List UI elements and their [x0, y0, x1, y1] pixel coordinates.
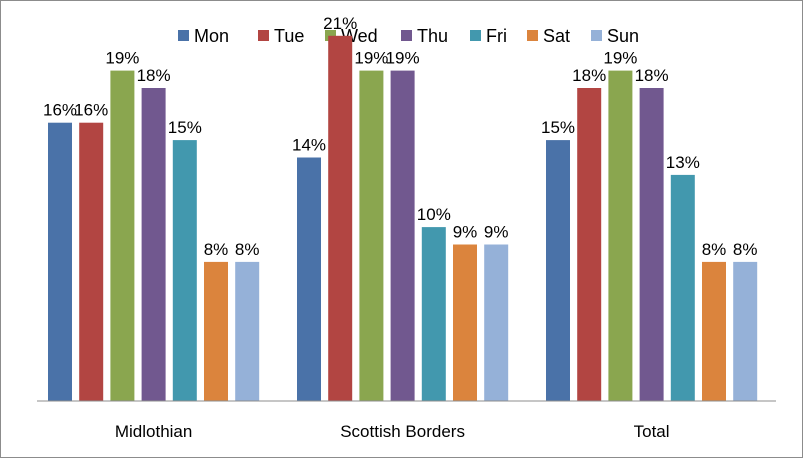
bar-fri-scottish-borders [421, 227, 446, 401]
data-label-wed-midlothian: 19% [105, 49, 139, 68]
data-label-wed-scottish-borders: 19% [354, 49, 388, 68]
bar-sat-total [702, 261, 726, 401]
legend-swatch-sun [591, 30, 602, 41]
legend-label-sat: Sat [543, 26, 570, 46]
legend: Mon Tue Wed Thu Fri Sat Sun [178, 26, 639, 46]
bar-wed-midlothian [110, 70, 135, 401]
legend-swatch-wed [325, 30, 336, 41]
data-label-thu-scottish-borders: 19% [386, 49, 420, 68]
bar-tue-total [577, 88, 602, 401]
data-label-sat-midlothian: 8% [204, 240, 229, 259]
data-label-fri-scottish-borders: 10% [417, 205, 451, 224]
bar-fri-midlothian [172, 140, 197, 401]
bar-sat-scottish-borders [453, 244, 477, 401]
data-label-mon-scottish-borders: 14% [292, 136, 326, 155]
data-label-sat-scottish-borders: 9% [453, 223, 478, 242]
bar-mon-midlothian [48, 122, 72, 401]
legend-label-fri: Fri [486, 26, 507, 46]
data-labels-group: 16%16%19%18%15%8% 8%14%21%19%19%10%9% 9%15… [43, 14, 758, 259]
bar-tue-scottish-borders [328, 35, 353, 402]
data-label-thu-midlothian: 18% [137, 66, 171, 85]
data-label-sun-scottish-borders: 9% [484, 223, 509, 242]
bar-thu-total [639, 88, 664, 401]
legend-swatch-mon [178, 30, 189, 41]
data-label-sun-midlothian: 8% [235, 240, 260, 259]
legend-swatch-sat [527, 30, 538, 41]
bar-sun-midlothian [235, 261, 260, 401]
bar-tue-midlothian [79, 122, 104, 401]
data-label-fri-total: 13% [666, 153, 700, 172]
legend-label-sun: Sun [607, 26, 639, 46]
legend-swatch-tue [258, 30, 269, 41]
legend-swatch-fri [470, 30, 481, 41]
data-label-mon-midlothian: 16% [43, 101, 77, 120]
bar-sun-scottish-borders [484, 244, 509, 401]
bar-thu-scottish-borders [390, 70, 415, 401]
data-label-wed-total: 19% [603, 49, 637, 68]
category-label-midlothian: Midlothian [115, 422, 193, 441]
data-label-tue-total: 18% [572, 66, 606, 85]
bar-thu-midlothian [141, 88, 166, 401]
legend-swatch-thu [401, 30, 412, 41]
legend-label-tue: Tue [274, 26, 304, 46]
bar-sun-total [733, 261, 758, 401]
bar-fri-total [670, 174, 695, 401]
bar-mon-total [546, 140, 570, 401]
legend-label-thu: Thu [417, 26, 448, 46]
data-label-tue-scottish-borders: 21% [323, 14, 357, 33]
data-label-sat-total: 8% [702, 240, 727, 259]
bar-mon-scottish-borders [297, 157, 321, 401]
data-label-tue-midlothian: 16% [74, 101, 108, 120]
bar-wed-scottish-borders [359, 70, 384, 401]
category-label-scottish-borders: Scottish Borders [340, 422, 465, 441]
bar-wed-total [608, 70, 633, 401]
data-label-sun-total: 8% [733, 240, 758, 259]
bar-sat-midlothian [204, 261, 228, 401]
legend-label-mon: Mon [194, 26, 229, 46]
category-label-total: Total [634, 422, 670, 441]
data-label-fri-midlothian: 15% [168, 118, 202, 137]
category-labels-group: Midlothian Scottish Borders Total [115, 422, 670, 441]
data-label-mon-total: 15% [541, 118, 575, 137]
data-label-thu-total: 18% [635, 66, 669, 85]
bars-group [48, 35, 758, 402]
